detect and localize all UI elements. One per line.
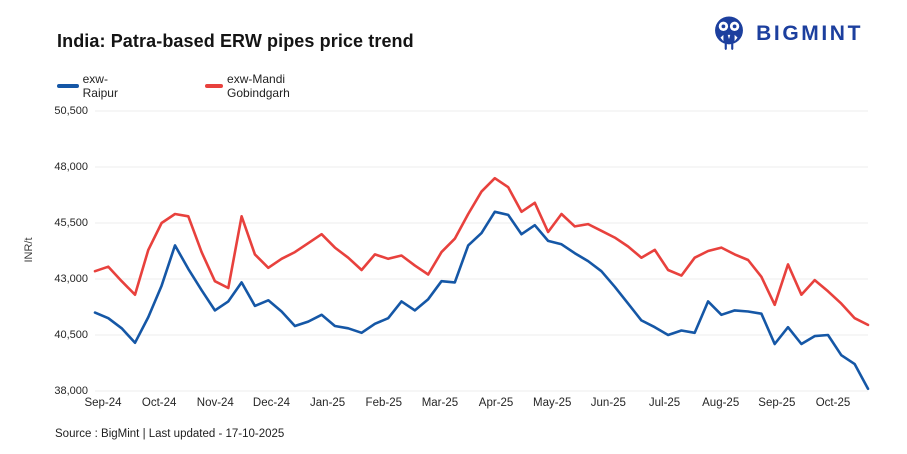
- legend-label-gobindgarh: exw-Mandi Gobindgarh: [227, 72, 290, 100]
- y-tick-label: 50,500: [54, 104, 88, 117]
- y-tick-label: 38,000: [54, 384, 88, 397]
- x-tick-label: Oct-25: [815, 397, 851, 409]
- series-line-exw-raipur: [93, 210, 870, 391]
- x-tick-label: Jul-25: [648, 397, 681, 409]
- x-tick-label: Sep-24: [84, 397, 122, 409]
- y-tick-label: 45,500: [54, 216, 88, 229]
- series-line-exw-mandi-gobindgarh: [93, 176, 870, 327]
- x-tick-label: Nov-24: [196, 397, 234, 409]
- raipur-line-swatch: [57, 84, 79, 88]
- x-tick-label: Dec-24: [252, 397, 290, 409]
- brand-wordmark: BIGMINT: [756, 22, 863, 45]
- x-tick-label: May-25: [533, 397, 572, 409]
- legend-label-raipur: exw-Raipur: [82, 72, 118, 100]
- x-tick-label: Sep-25: [758, 397, 796, 409]
- x-tick-label: Mar-25: [421, 397, 459, 409]
- gobindgarh-line-swatch: [205, 84, 224, 88]
- source-note: Source : BigMint | Last updated - 17-10-…: [55, 428, 285, 440]
- brand-logo: BIGMINT: [711, 14, 863, 54]
- legend-item-raipur: exw-Raipur: [57, 72, 126, 100]
- x-tick-label: Feb-25: [365, 397, 402, 409]
- x-tick-label: Jan-25: [310, 397, 346, 409]
- x-tick-label: Jun-25: [590, 397, 626, 409]
- x-tick-label: Apr-25: [478, 397, 514, 409]
- x-tick-label: Aug-25: [702, 397, 740, 409]
- page-title: India: Patra-based ERW pipes price trend: [57, 31, 414, 51]
- y-tick-label: 43,000: [54, 272, 88, 285]
- legend-item-gobindgarh: exw-Mandi Gobindgarh: [205, 72, 302, 100]
- y-tick-label: 40,500: [54, 328, 88, 341]
- y-tick-label: 48,000: [54, 160, 88, 173]
- bigmint-logo-icon: [711, 14, 747, 54]
- x-tick-label: Oct-24: [141, 397, 177, 409]
